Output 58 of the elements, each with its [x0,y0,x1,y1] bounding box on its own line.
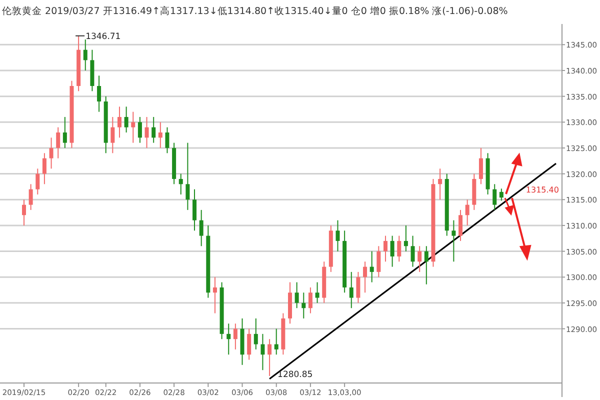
candlestick [452,220,456,262]
candlestick [458,209,463,242]
candlestick [165,126,170,154]
candlestick [199,209,204,247]
candlestick [144,116,149,148]
candlestick [158,122,162,148]
candlestick [62,116,67,148]
candlestick [397,235,402,262]
candlestick [260,333,265,371]
annotation: 1280.85 [278,370,313,380]
candlestick [478,147,483,185]
candlestick [294,282,299,309]
candlestick [97,75,102,112]
candlestick [370,250,374,283]
candlestick [499,188,504,202]
candlestick [117,106,122,138]
chart-title: 伦敦黄金 2019/03/27 开1316.49↑高1317.13↓低1314.80↑收1315.40↓量0 仓0 增0 振0.18% 涨(-1.06)-0.08% [2,5,508,17]
candlestick [152,116,156,144]
candlestick [233,323,238,350]
annotation: 1315.40 [526,186,559,195]
candlestick [336,220,340,252]
candlestick [178,173,183,195]
candlestick [138,116,142,144]
candlestick [274,328,278,356]
candlestick [465,199,470,226]
candlestick [302,292,306,319]
candlestick [254,318,258,350]
candlestick [404,224,408,252]
candlestick [192,188,197,232]
candlestick [36,168,40,195]
candlestick [28,184,33,210]
candlestick [308,286,312,314]
candlestick [131,111,136,144]
candlestick [376,246,381,278]
candlestick [410,235,415,268]
candlestick [226,323,231,356]
candlestick [438,168,442,200]
candlestick [349,271,354,309]
candlestick [212,276,217,314]
candlestick [383,235,388,262]
candlestick [186,142,190,210]
candlestick [110,116,115,154]
candlestick [315,282,320,304]
candlestick [390,235,394,268]
candlestick [492,184,497,210]
candlestick [42,152,46,185]
candlestick [124,106,128,133]
candlestick [247,328,252,360]
candlestick [424,246,428,285]
candlestick [363,261,368,294]
candlestick [22,199,26,226]
candlestick [418,246,422,272]
candlestick [49,137,54,170]
candlestick [356,271,360,304]
candlestick [56,126,60,159]
candlestick [83,38,88,71]
candlestick [268,338,272,377]
annotation: 1346.71 [86,32,121,42]
